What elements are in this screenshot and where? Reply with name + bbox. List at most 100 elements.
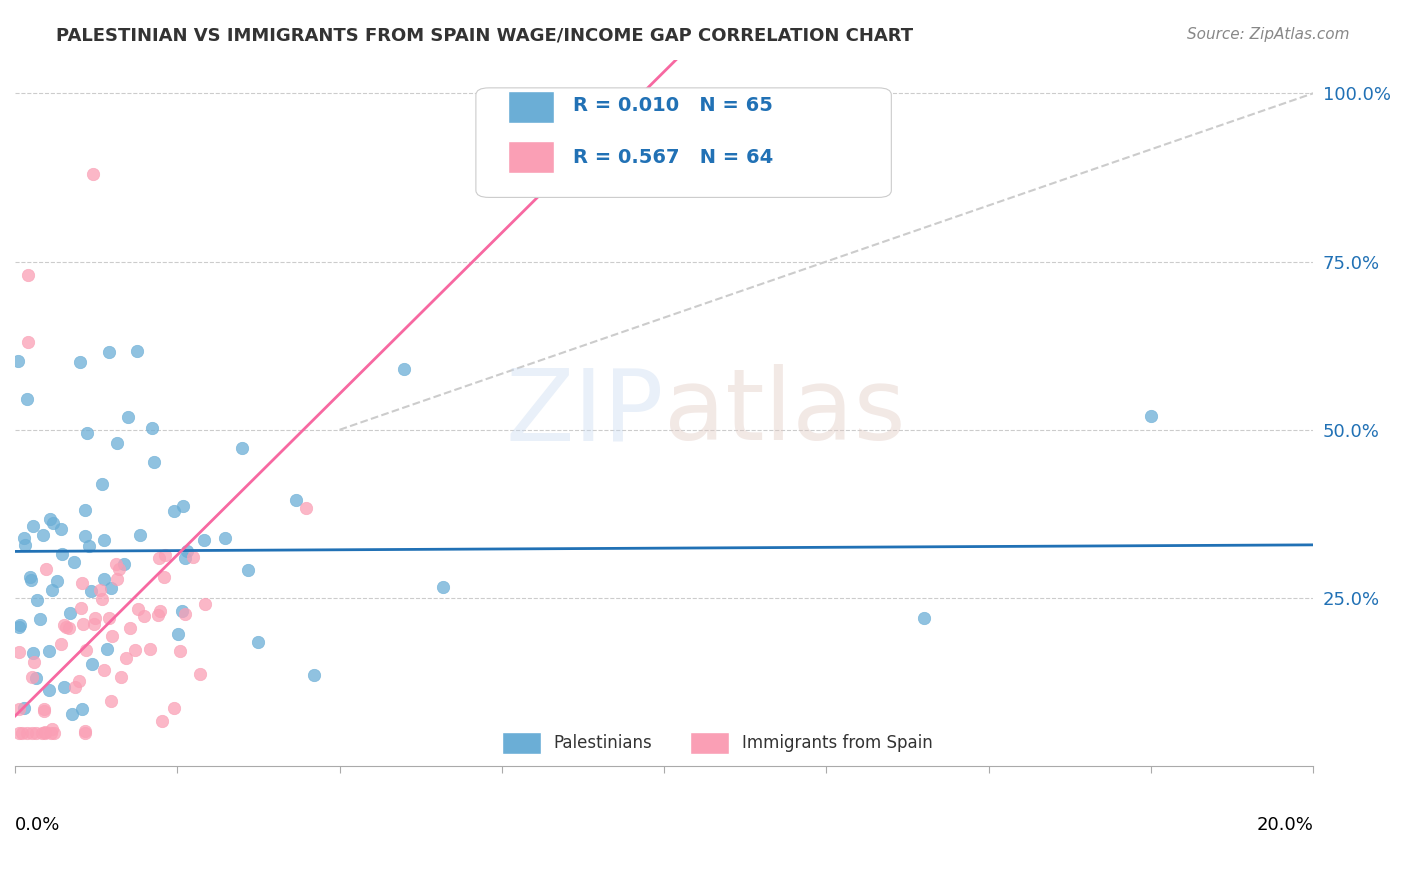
Point	[55, 620, 77, 634]
Point	[394, 362, 416, 376]
Point	[107, 572, 129, 586]
Point	[118, 621, 141, 635]
Point	[73, 528, 96, 542]
Point	[8, 618, 31, 632]
Point	[172, 500, 194, 514]
Point	[7, 645, 30, 659]
Point	[76, 425, 98, 440]
Point	[21, 646, 44, 660]
Point	[18, 570, 41, 584]
Point	[174, 551, 197, 566]
Point	[97, 344, 120, 359]
Point	[90, 476, 112, 491]
Point	[21, 670, 44, 684]
Point	[167, 627, 190, 641]
Point	[7, 702, 30, 716]
Text: PALESTINIAN VS IMMIGRANTS FROM SPAIN WAGE/INCOME GAP CORRELATION CHART: PALESTINIAN VS IMMIGRANTS FROM SPAIN WAG…	[56, 27, 914, 45]
Text: Immigrants from Spain: Immigrants from Spain	[742, 734, 932, 752]
Point	[72, 616, 94, 631]
Point	[114, 650, 136, 665]
Point	[143, 455, 166, 469]
Point	[25, 592, 48, 607]
FancyBboxPatch shape	[475, 88, 891, 197]
Point	[21, 519, 44, 533]
Point	[35, 561, 58, 575]
Point	[58, 621, 80, 635]
Point	[148, 551, 170, 566]
Point	[39, 725, 62, 739]
Point	[38, 644, 60, 658]
Point	[96, 642, 118, 657]
Point	[236, 563, 259, 577]
Point	[75, 503, 97, 517]
FancyBboxPatch shape	[502, 732, 541, 754]
Point	[214, 531, 236, 545]
Point	[193, 533, 215, 547]
Point	[89, 582, 111, 597]
Point	[63, 555, 86, 569]
Point	[34, 725, 56, 739]
Point	[149, 604, 172, 618]
Point	[67, 673, 90, 688]
Point	[79, 539, 101, 553]
Point	[110, 670, 132, 684]
Text: Source: ZipAtlas.com: Source: ZipAtlas.com	[1187, 27, 1350, 42]
Point	[75, 643, 97, 657]
Text: R = 0.010   N = 65: R = 0.010 N = 65	[574, 96, 773, 115]
Point	[70, 601, 93, 615]
Point	[10, 725, 32, 739]
Point	[7, 353, 30, 368]
Point	[101, 629, 124, 643]
Point	[100, 694, 122, 708]
Point	[98, 611, 121, 625]
Point	[188, 666, 211, 681]
Point	[13, 538, 35, 552]
Point	[912, 611, 935, 625]
Point	[17, 335, 39, 350]
Point	[128, 528, 150, 542]
Point	[73, 725, 96, 739]
Point	[141, 421, 163, 435]
Point	[1140, 409, 1163, 424]
Point	[194, 597, 217, 611]
Point	[83, 616, 105, 631]
Point	[105, 435, 128, 450]
Text: 20.0%: 20.0%	[1257, 816, 1313, 834]
Point	[41, 722, 63, 736]
Point	[25, 671, 48, 685]
Text: R = 0.567   N = 64: R = 0.567 N = 64	[574, 148, 773, 167]
Point	[51, 637, 73, 651]
Point	[75, 723, 97, 738]
Point	[105, 557, 128, 571]
Point	[170, 604, 193, 618]
Point	[69, 355, 91, 369]
Point	[295, 501, 318, 516]
Text: ZIP: ZIP	[506, 365, 664, 461]
Point	[7, 620, 30, 634]
Point	[100, 582, 122, 596]
Point	[32, 704, 55, 718]
Point	[7, 725, 30, 739]
Point	[51, 547, 73, 561]
Point	[70, 575, 93, 590]
Point	[231, 442, 253, 456]
Point	[127, 602, 149, 616]
Point	[247, 635, 270, 649]
Text: Palestinians: Palestinians	[554, 734, 652, 752]
Text: 0.0%: 0.0%	[15, 816, 60, 834]
Point	[13, 700, 35, 714]
Point	[302, 668, 325, 682]
Point	[42, 516, 65, 531]
Point	[42, 725, 65, 739]
Point	[91, 591, 114, 606]
Point	[93, 533, 115, 547]
Point	[63, 680, 86, 694]
Point	[176, 544, 198, 558]
Point	[153, 548, 176, 562]
Point	[148, 608, 170, 623]
Point	[80, 584, 103, 599]
Point	[49, 522, 72, 536]
Point	[432, 580, 454, 594]
Point	[70, 702, 93, 716]
Point	[15, 725, 38, 739]
